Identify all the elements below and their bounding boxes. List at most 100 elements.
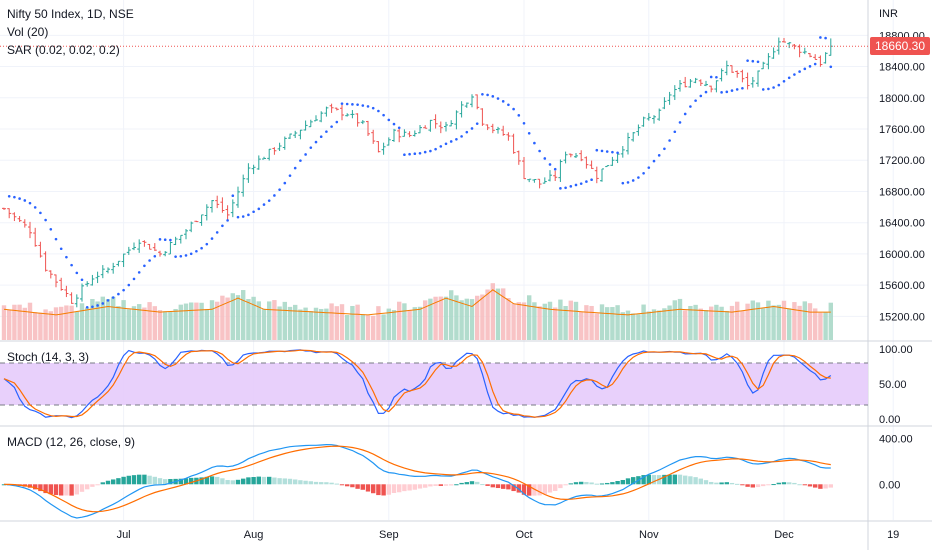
sar-dot: [205, 242, 209, 246]
volume-bar: [350, 305, 355, 340]
volume-bar: [69, 305, 74, 340]
volume-bar: [1, 305, 7, 340]
macd-histogram-bar: [485, 484, 490, 486]
volume-bar: [287, 306, 293, 340]
macd-histogram-bar: [807, 484, 813, 487]
sar-dot: [704, 90, 708, 94]
volume-bar: [365, 315, 371, 340]
macd-histogram-bar: [558, 484, 563, 489]
macd-histogram-bar: [797, 484, 802, 486]
volume-bar: [194, 302, 199, 340]
macd-histogram-bar: [298, 480, 303, 485]
volume-bar: [355, 304, 360, 340]
last-price-badge: 18660.30: [870, 37, 930, 56]
volume-bar: [787, 308, 792, 340]
macd-histogram-bar: [324, 482, 329, 485]
macd-histogram-bar: [74, 484, 79, 495]
macd-histogram-bar: [651, 475, 657, 485]
volume-bar: [33, 312, 38, 340]
volume-bar: [345, 314, 350, 340]
macd-histogram-bar: [724, 482, 729, 485]
sar-dot: [439, 145, 443, 148]
sar-dot: [720, 91, 723, 94]
volume-bar: [319, 308, 324, 340]
macd-histogram-bar: [683, 475, 688, 485]
macd-histogram-bar: [282, 478, 287, 485]
sar-dot: [226, 219, 229, 222]
volume-bar: [391, 310, 397, 340]
volume-bar: [454, 295, 459, 340]
sar-dot: [231, 194, 235, 197]
macd-histogram-bar: [802, 484, 807, 486]
sar-dot: [335, 120, 339, 124]
sar-dot: [174, 255, 177, 258]
sar-dot: [579, 182, 583, 185]
macd-histogram-bar: [111, 479, 116, 485]
sar-dot: [418, 151, 422, 155]
sar-dot: [460, 135, 463, 138]
sar-dot: [813, 62, 817, 66]
volume-bar: [573, 301, 579, 340]
sar-dot: [340, 102, 344, 105]
volume-bar: [651, 309, 657, 340]
volume-bar: [105, 299, 111, 340]
sar-dot: [361, 104, 365, 107]
sar-dot: [309, 146, 313, 149]
volume-bar: [230, 293, 235, 340]
volume-bar: [137, 304, 142, 340]
macd-histogram-bar: [407, 484, 412, 491]
macd-histogram-bar: [433, 484, 438, 486]
macd-histogram-bar: [495, 484, 501, 489]
volume-bar: [246, 299, 251, 340]
sar-dot: [569, 185, 573, 188]
volume-bar: [672, 300, 677, 340]
volume-bar: [714, 304, 719, 340]
sar-dot: [403, 153, 406, 157]
volume-bar: [12, 304, 17, 340]
macd-histogram-bar: [313, 481, 319, 485]
macd-tick-label: 400.00: [879, 434, 913, 446]
volume-bar: [386, 308, 391, 340]
macd-histogram-bar: [527, 484, 532, 496]
volume-bar: [553, 307, 558, 340]
sar-dot: [611, 150, 614, 154]
volume-bar: [818, 312, 823, 340]
volume-bar: [657, 310, 662, 340]
volume-bar: [516, 302, 521, 340]
volume-bar: [22, 307, 27, 340]
sar-dot: [44, 218, 47, 222]
sar-dot: [761, 88, 765, 91]
macd-histogram-bar: [386, 484, 391, 495]
sar-dot: [314, 140, 318, 144]
volume-bar: [131, 306, 137, 340]
macd-histogram-bar: [745, 484, 750, 487]
macd-histogram-bar: [178, 478, 183, 485]
sar-dot: [397, 126, 401, 130]
volume-bar: [724, 310, 729, 340]
macd-histogram-bar: [339, 484, 345, 486]
macd-histogram-bar: [662, 474, 667, 485]
sar-dot: [808, 65, 812, 68]
sar-dot: [699, 94, 703, 98]
volume-bar: [126, 309, 131, 340]
volume-bar: [100, 296, 105, 340]
macd-histogram-bar: [599, 483, 605, 485]
time-tick-label: Jul: [117, 529, 131, 541]
macd-histogram-bar: [776, 482, 781, 485]
volume-bar: [74, 311, 79, 340]
macd-histogram-bar: [579, 481, 584, 485]
volume-bar: [636, 314, 641, 340]
sar-dot: [101, 302, 105, 305]
macd-histogram-bar: [511, 484, 516, 492]
sar-dot: [533, 141, 536, 145]
sar-dot: [725, 90, 729, 94]
sar-dot: [751, 59, 755, 63]
sar-dot: [657, 154, 661, 157]
macd-histogram-bar: [225, 480, 230, 485]
volume-bar: [38, 312, 43, 340]
volume-bar: [563, 306, 568, 340]
volume-bar: [417, 306, 423, 340]
time-tick-label: Dec: [774, 529, 794, 541]
price-tick-label: 18400.00: [879, 62, 925, 74]
